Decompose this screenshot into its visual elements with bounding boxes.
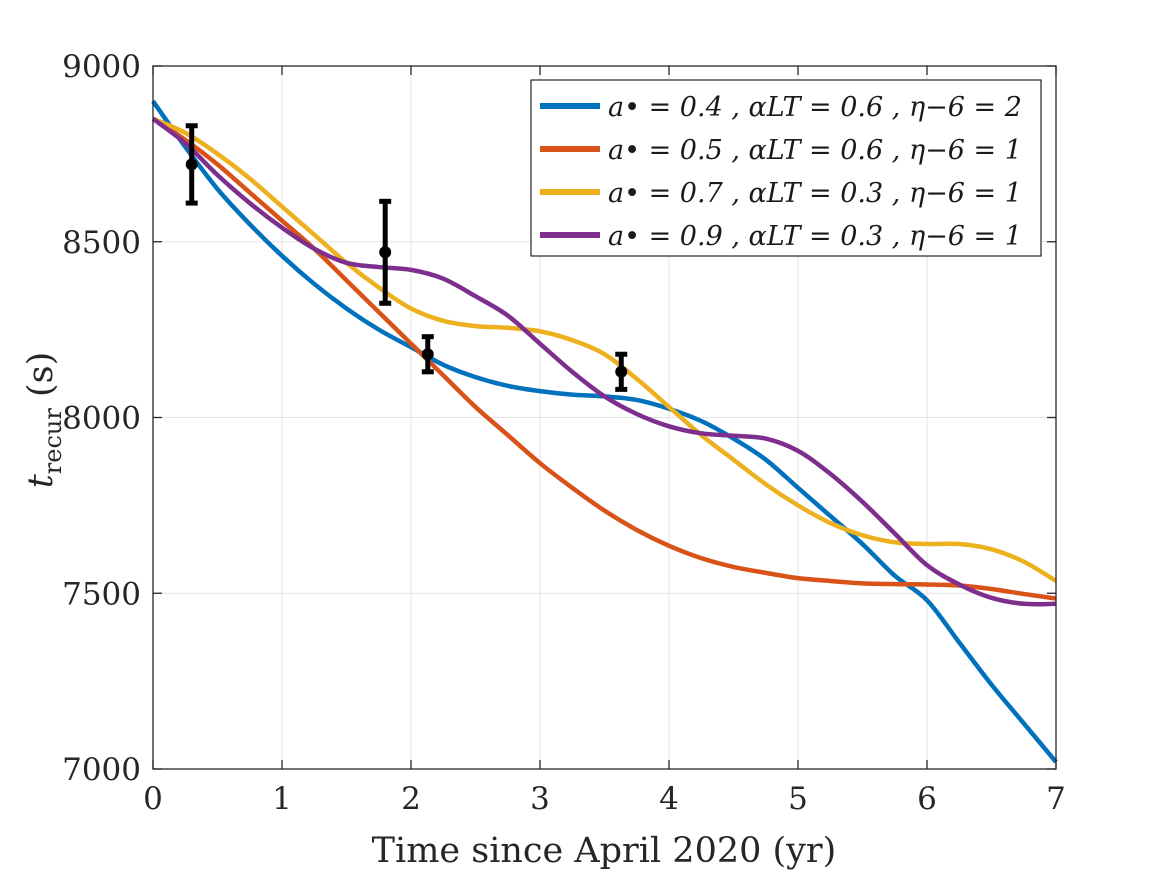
y-axis-label-symbol: t [21,473,61,488]
legend-label: a• = 0.4 , αLT = 0.6 , η−6 = 2 [608,92,1022,123]
error-bar-point [421,334,434,375]
series-line-purple [151,116,1057,607]
legend-label: a• = 0.5 , αLT = 0.6 , η−6 = 1 [608,135,1022,166]
tick-labels: 0 1 2 3 4 5 6 7 7000 7500 8000 8500 9000 [62,49,1066,817]
legend-entries: a• = 0.4 , αLT = 0.6 , η−6 = 2 a• = 0.5 ,… [540,92,1022,252]
legend-entry-blue: a• = 0.4 , αLT = 0.6 , η−6 = 2 [540,92,1022,123]
y-tick-label: 7500 [62,576,141,612]
x-tick-label: 5 [788,781,808,817]
y-axis-label: trecur (s) [21,352,67,489]
x-axis-label: Time since April 2020 (yr) [372,831,837,871]
x-tick-label: 7 [1046,781,1066,817]
legend-entry-yellow: a• = 0.7 , αLT = 0.3 , η−6 = 1 [540,178,1022,209]
legend-label: a• = 0.7 , αLT = 0.3 , η−6 = 1 [608,178,1022,209]
x-tick-label: 2 [401,781,421,817]
legend-box [530,79,1042,257]
legend: a• = 0.4 , αLT = 0.6 , η−6 = 2 a• = 0.5 ,… [530,79,1042,257]
data-point-marker [615,365,628,378]
legend-entry-purple: a• = 0.9 , αLT = 0.3 , η−6 = 1 [540,221,1022,252]
y-tick-label: 7000 [62,752,141,788]
y-tick-label: 8500 [62,225,141,261]
axes [152,65,1057,770]
error-bar-point [379,198,392,306]
y-axis-label-unit: (s) [21,352,61,408]
legend-entry-orange: a• = 0.5 , αLT = 0.6 , η−6 = 1 [540,135,1022,166]
series-lines [151,99,1058,764]
x-tick-label: 3 [530,781,550,817]
y-tick-label: 9000 [62,49,141,85]
error-bar-point [615,351,628,392]
svg-text:trecur (s): trecur (s) [21,352,67,489]
x-tick-label: 4 [659,781,679,817]
series-line-orange [151,116,1057,601]
y-tick-label: 8000 [62,401,141,437]
data-point-marker [379,246,392,259]
data-point-marker [421,348,434,361]
x-tick-label: 6 [917,781,937,817]
x-tick-label: 1 [272,781,292,817]
data-points [185,123,628,392]
x-tick-label: 0 [143,781,163,817]
y-axis-label-subscript: recur [39,408,67,475]
data-point-marker [185,158,198,171]
legend-label: a• = 0.9 , αLT = 0.3 , η−6 = 1 [608,221,1022,252]
error-bar-point [185,123,198,206]
